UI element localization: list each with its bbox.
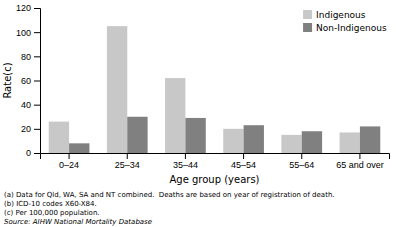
footnote: Source: AIHW National Mortality Database bbox=[4, 218, 152, 226]
bar bbox=[223, 129, 243, 153]
tick: 45–54 bbox=[231, 153, 256, 170]
bar bbox=[302, 131, 322, 153]
tick-mark bbox=[34, 129, 40, 130]
footnotes: (a) Data for Qld, WA, SA and NT combined… bbox=[4, 191, 335, 226]
legend-swatch bbox=[303, 10, 312, 19]
bar bbox=[49, 122, 69, 153]
tick: 100 bbox=[16, 28, 40, 38]
tick-mark bbox=[34, 105, 40, 106]
bar bbox=[107, 26, 127, 153]
legend-label: Non-Indigenous bbox=[316, 23, 387, 33]
tick: 120 bbox=[16, 3, 40, 13]
chart: 0 20 40 60 80 100 120 0–24 25–34 35–44 45–54 55–64 6… bbox=[0, 0, 397, 227]
bars bbox=[49, 26, 381, 153]
y-axis-title: Rate(c) bbox=[2, 62, 13, 98]
bar-series bbox=[49, 26, 360, 153]
tick-label: 40 bbox=[21, 100, 31, 110]
y-axis: 0 20 40 60 80 100 120 bbox=[16, 3, 41, 158]
bar bbox=[165, 78, 185, 153]
tick-label: 20 bbox=[21, 124, 31, 134]
plot: 0 20 40 60 80 100 120 0–24 25–34 35–44 45–54 55–64 6… bbox=[16, 3, 390, 170]
bar bbox=[127, 117, 147, 153]
bar bbox=[340, 132, 360, 153]
tick-mark bbox=[185, 153, 186, 159]
tick-label: 35–44 bbox=[173, 160, 198, 170]
tick-label: 0–24 bbox=[59, 160, 79, 170]
tick-label: 0 bbox=[26, 148, 31, 158]
x-axis: 0–24 25–34 35–44 45–54 55–64 65 and over bbox=[41, 153, 390, 170]
axis-line bbox=[34, 9, 41, 154]
tick: 40 bbox=[21, 100, 40, 110]
tick: 25–34 bbox=[115, 153, 140, 170]
legend-swatch bbox=[303, 23, 312, 32]
tick-mark bbox=[34, 153, 40, 154]
axis-line bbox=[41, 154, 390, 160]
tick: 55–64 bbox=[289, 153, 314, 170]
tick-mark bbox=[34, 81, 40, 82]
tick: 65 and over bbox=[336, 153, 384, 170]
tick-mark bbox=[301, 153, 302, 159]
tick: 0–24 bbox=[59, 153, 79, 170]
tick: 60 bbox=[21, 76, 40, 86]
tick-mark bbox=[243, 153, 244, 159]
tick-label: 80 bbox=[21, 52, 31, 62]
legend: Indigenous Non-Indigenous bbox=[303, 10, 387, 33]
footnote: (a) Data for Qld, WA, SA and NT combined… bbox=[4, 191, 335, 199]
tick: 80 bbox=[21, 52, 40, 62]
tick-mark bbox=[69, 153, 70, 159]
tick-mark bbox=[127, 153, 128, 159]
legend-label: Indigenous bbox=[316, 10, 366, 20]
tick-label: 100 bbox=[16, 28, 31, 38]
tick-label: 65 and over bbox=[336, 160, 384, 170]
tick-label: 45–54 bbox=[231, 160, 256, 170]
tick-mark bbox=[34, 32, 40, 33]
tick-label: 55–64 bbox=[289, 160, 314, 170]
bar bbox=[360, 126, 380, 153]
tick-label: 120 bbox=[16, 3, 31, 13]
tick: 35–44 bbox=[173, 153, 198, 170]
x-axis-title: Age group (years) bbox=[169, 174, 259, 185]
footnote: (b) ICD-10 codes X60-X84. bbox=[4, 200, 97, 208]
tick: 0 bbox=[26, 148, 40, 158]
bar bbox=[281, 135, 301, 153]
tick-mark bbox=[34, 8, 40, 9]
bar bbox=[244, 125, 264, 153]
tick-label: 25–34 bbox=[115, 160, 140, 170]
tick: 20 bbox=[21, 124, 40, 134]
bar bbox=[185, 118, 205, 153]
bar bbox=[69, 143, 89, 153]
footnote: (c) Per 100,000 population. bbox=[4, 209, 100, 217]
tick-mark bbox=[34, 56, 40, 57]
tick-label: 60 bbox=[21, 76, 31, 86]
tick-mark bbox=[359, 153, 360, 159]
bar-series bbox=[69, 117, 380, 153]
legend-item: Indigenous bbox=[303, 10, 366, 20]
legend-item: Non-Indigenous bbox=[303, 23, 387, 33]
